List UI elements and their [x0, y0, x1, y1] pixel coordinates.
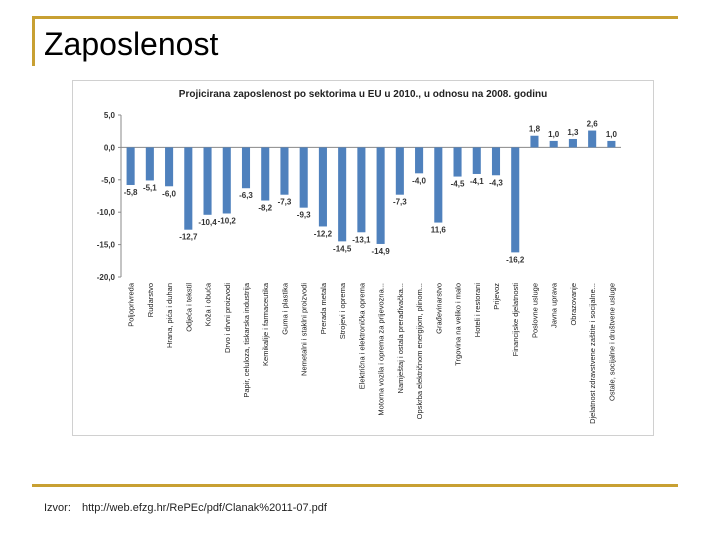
bar — [588, 130, 597, 148]
bar-value-label: -9,3 — [297, 211, 311, 220]
bar — [145, 147, 154, 181]
bar-value-label: -7,3 — [393, 198, 407, 207]
x-category-label: Obrazovanje — [569, 283, 578, 326]
bar-value-label: -7,3 — [278, 198, 292, 207]
x-category-label: Odjeća i tekstil — [184, 283, 193, 332]
x-category-label: Trgovina na veliko i malo — [454, 283, 463, 366]
x-category-label: Građevinarstvo — [434, 283, 443, 334]
bar — [415, 147, 424, 174]
bar-value-label: -10,2 — [218, 216, 237, 225]
bar-value-label: -5,1 — [143, 183, 157, 192]
bar — [318, 147, 327, 227]
bar-value-label: 1,3 — [567, 128, 579, 137]
y-tick-label: -15,0 — [97, 241, 116, 250]
bar — [434, 147, 443, 223]
y-tick-label: -10,0 — [97, 208, 116, 217]
chart-title: Projicirana zaposlenost po sektorima u E… — [179, 89, 547, 100]
x-category-label: Koža i obuća — [204, 282, 213, 326]
bar — [280, 147, 289, 195]
bar-value-label: -4,0 — [412, 176, 426, 185]
x-category-label: Prijevoz — [492, 283, 501, 310]
x-category-label: Opskrba električnom energijom, plinom... — [415, 283, 424, 419]
x-category-label: Poslovne usluge — [530, 283, 539, 338]
bar-value-label: 1,0 — [548, 130, 560, 139]
bar — [357, 147, 366, 233]
bar — [126, 147, 135, 185]
bar-value-label: -16,2 — [506, 255, 525, 264]
bar — [241, 147, 251, 189]
y-tick-label: -5,0 — [101, 176, 115, 185]
bar — [472, 147, 481, 174]
x-category-label: Poljoprivreda — [127, 282, 136, 327]
bar-value-label: -8,2 — [258, 204, 272, 213]
bar-value-label: 11,6 — [431, 226, 447, 235]
bar — [184, 147, 193, 230]
bar — [376, 147, 385, 244]
x-category-label: Guma i plastika — [280, 282, 289, 335]
bar — [395, 147, 404, 195]
bar — [222, 147, 231, 214]
chart-frame: Projicirana zaposlenost po sektorima u E… — [72, 80, 654, 436]
x-category-label: Drvo i drvni proizvodi — [223, 283, 232, 353]
bar-value-label: -14,9 — [371, 247, 390, 256]
bar-value-label: -4,5 — [451, 180, 465, 189]
bar — [491, 147, 501, 176]
bar — [511, 147, 520, 253]
bar — [165, 147, 174, 187]
bar-value-label: 1,8 — [529, 125, 541, 134]
bar-value-label: -12,2 — [314, 229, 333, 238]
bar-value-label: -13,1 — [352, 235, 371, 244]
x-category-label: Prerada metala — [319, 282, 328, 334]
bottom-accent-line — [32, 484, 678, 487]
bar — [607, 140, 616, 148]
bar-value-label: -4,1 — [470, 177, 484, 186]
x-category-label: Ostale, socijalne i društvene usluge — [607, 283, 616, 401]
x-category-label: Hoteli i restorani — [473, 283, 482, 338]
source-label: Izvor: — [44, 502, 71, 514]
x-category-label: Strojevi i oprema — [338, 282, 347, 339]
bar — [261, 147, 270, 201]
bar — [549, 140, 558, 148]
bar-value-label: -12,7 — [179, 233, 198, 242]
bar-value-label: -5,8 — [124, 188, 138, 197]
bar — [530, 135, 539, 148]
bar-value-label: -6,0 — [162, 189, 176, 198]
x-category-label: Rudarstvo — [146, 283, 155, 317]
source-citation: Izvor: http://web.efzg.hr/RePEc/pdf/Clan… — [44, 502, 327, 514]
x-category-label: Papir, celuloza, tiskarska industrija — [242, 282, 251, 397]
x-category-label: Djelatnost zdravstvene zaštite i socijal… — [588, 283, 597, 424]
x-category-label: Nemetalni i staklni proizvodi — [300, 283, 309, 376]
left-accent-line — [32, 16, 35, 66]
x-category-label: Motorna vozila i oprema za prijevozna... — [377, 283, 386, 416]
bar-value-label: 1,0 — [606, 130, 618, 139]
x-category-label: Električna i elektronička oprema — [357, 282, 366, 389]
slide-title: Zaposlenost — [44, 26, 219, 62]
bar — [568, 138, 577, 148]
bar-value-label: -6,3 — [239, 191, 253, 200]
x-category-label: Kemikalije i farmaceutika — [261, 282, 270, 366]
x-category-label: Financijske djelatnosti — [511, 283, 520, 357]
y-tick-label: -20,0 — [97, 273, 116, 282]
x-category-label: Namještaj i ostala prerađivačka... — [396, 283, 405, 393]
bar — [338, 147, 347, 242]
bar-value-label: -14,5 — [333, 244, 352, 253]
bar-chart: Projicirana zaposlenost po sektorima u E… — [97, 89, 621, 424]
bar — [453, 147, 462, 177]
bar — [203, 147, 212, 215]
top-accent-line — [32, 16, 678, 19]
bar-value-label: -4,3 — [489, 178, 503, 187]
x-category-label: Javna uprava — [550, 282, 559, 328]
y-tick-label: 0,0 — [104, 143, 116, 152]
bar — [299, 147, 308, 208]
y-tick-label: 5,0 — [104, 111, 116, 120]
bar-value-label: 2,6 — [587, 120, 599, 129]
source-link[interactable]: http://web.efzg.hr/RePEc/pdf/Clanak%2011… — [81, 502, 327, 514]
x-category-label: Hrana, pića i duhan — [165, 283, 174, 348]
bar-value-label: -10,4 — [198, 218, 217, 227]
